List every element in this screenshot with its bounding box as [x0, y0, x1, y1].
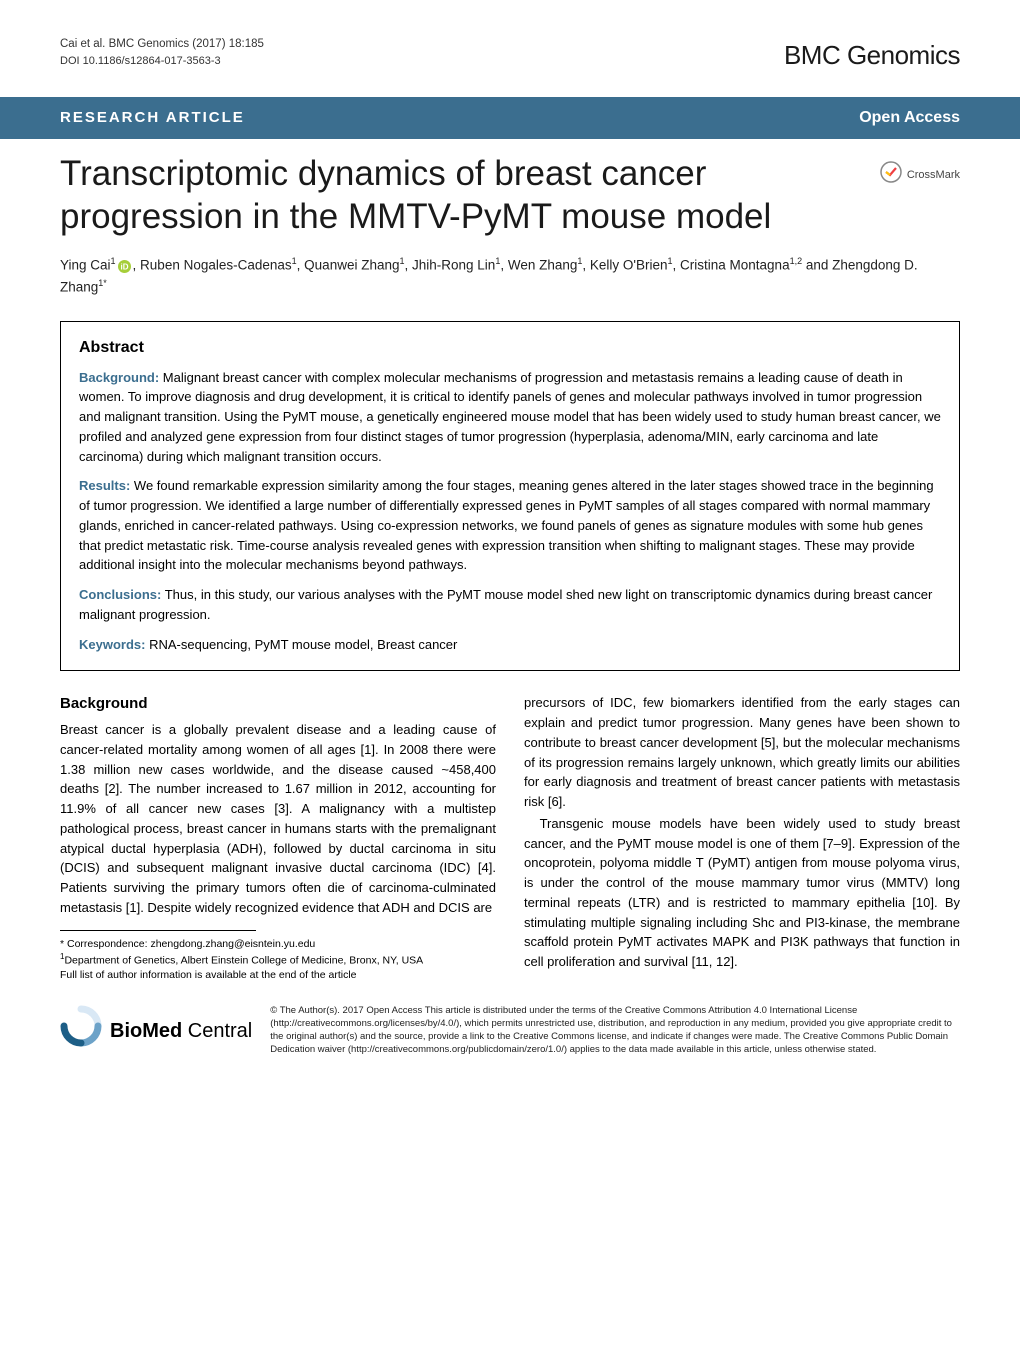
page-header: Cai et al. BMC Genomics (2017) 18:185 DO… [0, 0, 1020, 85]
crossmark-link[interactable]: CrossMark [880, 161, 960, 189]
orcid-icon: iD [118, 260, 131, 273]
abstract-results-label: Results: [79, 478, 130, 493]
abstract-results: Results: We found remarkable expression … [79, 476, 941, 575]
citation-block: Cai et al. BMC Genomics (2017) 18:185 DO… [60, 36, 264, 70]
crossmark-label: CrossMark [907, 167, 960, 184]
abstract-box: Abstract Background: Malignant breast ca… [60, 321, 960, 672]
crossmark-icon [880, 161, 902, 189]
abstract-keywords-text: RNA-sequencing, PyMT mouse model, Breast… [145, 637, 457, 652]
license-text: © The Author(s). 2017 Open Access This a… [270, 1005, 960, 1056]
journal-name: BMC Genomics [784, 36, 960, 75]
open-access-label: Open Access [859, 106, 960, 130]
author-list: Ying Cai1iD, Ruben Nogales-Cadenas1, Qua… [0, 238, 1020, 302]
bmc-logo-text: BioMed Central [110, 1016, 252, 1046]
article-type-bar: RESEARCH ARTICLE Open Access [0, 97, 1020, 139]
bmc-arcs-icon [60, 1005, 102, 1056]
abstract-background-label: Background: [79, 370, 159, 385]
background-heading: Background [60, 693, 496, 716]
citation: Cai et al. BMC Genomics (2017) 18:185 [60, 36, 264, 53]
right-column-p1: precursors of IDC, few biomarkers identi… [524, 693, 960, 812]
article-type-label: RESEARCH ARTICLE [60, 107, 245, 130]
correspondence-block: * Correspondence: zhengdong.zhang@eisnte… [60, 937, 496, 984]
biomed-central-logo: BioMed Central [60, 1005, 252, 1056]
abstract-conclusions: Conclusions: Thus, in this study, our va… [79, 585, 941, 625]
abstract-heading: Abstract [79, 336, 941, 360]
abstract-results-text: We found remarkable expression similarit… [79, 478, 934, 572]
correspondence-affiliation: 1Department of Genetics, Albert Einstein… [60, 951, 496, 968]
abstract-background-text: Malignant breast cancer with complex mol… [79, 370, 941, 464]
left-column-text: Breast cancer is a globally prevalent di… [60, 720, 496, 918]
footer: BioMed Central © The Author(s). 2017 Ope… [0, 983, 1020, 1092]
right-column-p2: Transgenic mouse models have been widely… [524, 814, 960, 972]
svg-text:iD: iD [120, 262, 128, 271]
left-column: Background Breast cancer is a globally p… [60, 693, 496, 983]
abstract-conclusions-label: Conclusions: [79, 587, 161, 602]
abstract-conclusions-text: Thus, in this study, our various analyse… [79, 587, 932, 622]
body-columns: Background Breast cancer is a globally p… [0, 693, 1020, 983]
doi: DOI 10.1186/s12864-017-3563-3 [60, 53, 264, 70]
right-column: precursors of IDC, few biomarkers identi… [524, 693, 960, 983]
abstract-keywords-label: Keywords: [79, 637, 145, 652]
correspondence-separator [60, 930, 256, 931]
title-row: Transcriptomic dynamics of breast cancer… [0, 139, 1020, 238]
correspondence-note: Full list of author information is avail… [60, 968, 496, 983]
abstract-background: Background: Malignant breast cancer with… [79, 368, 941, 467]
abstract-keywords: Keywords: RNA-sequencing, PyMT mouse mod… [79, 635, 941, 655]
correspondence-email: * Correspondence: zhengdong.zhang@eisnte… [60, 937, 496, 952]
article-title: Transcriptomic dynamics of breast cancer… [60, 153, 880, 238]
